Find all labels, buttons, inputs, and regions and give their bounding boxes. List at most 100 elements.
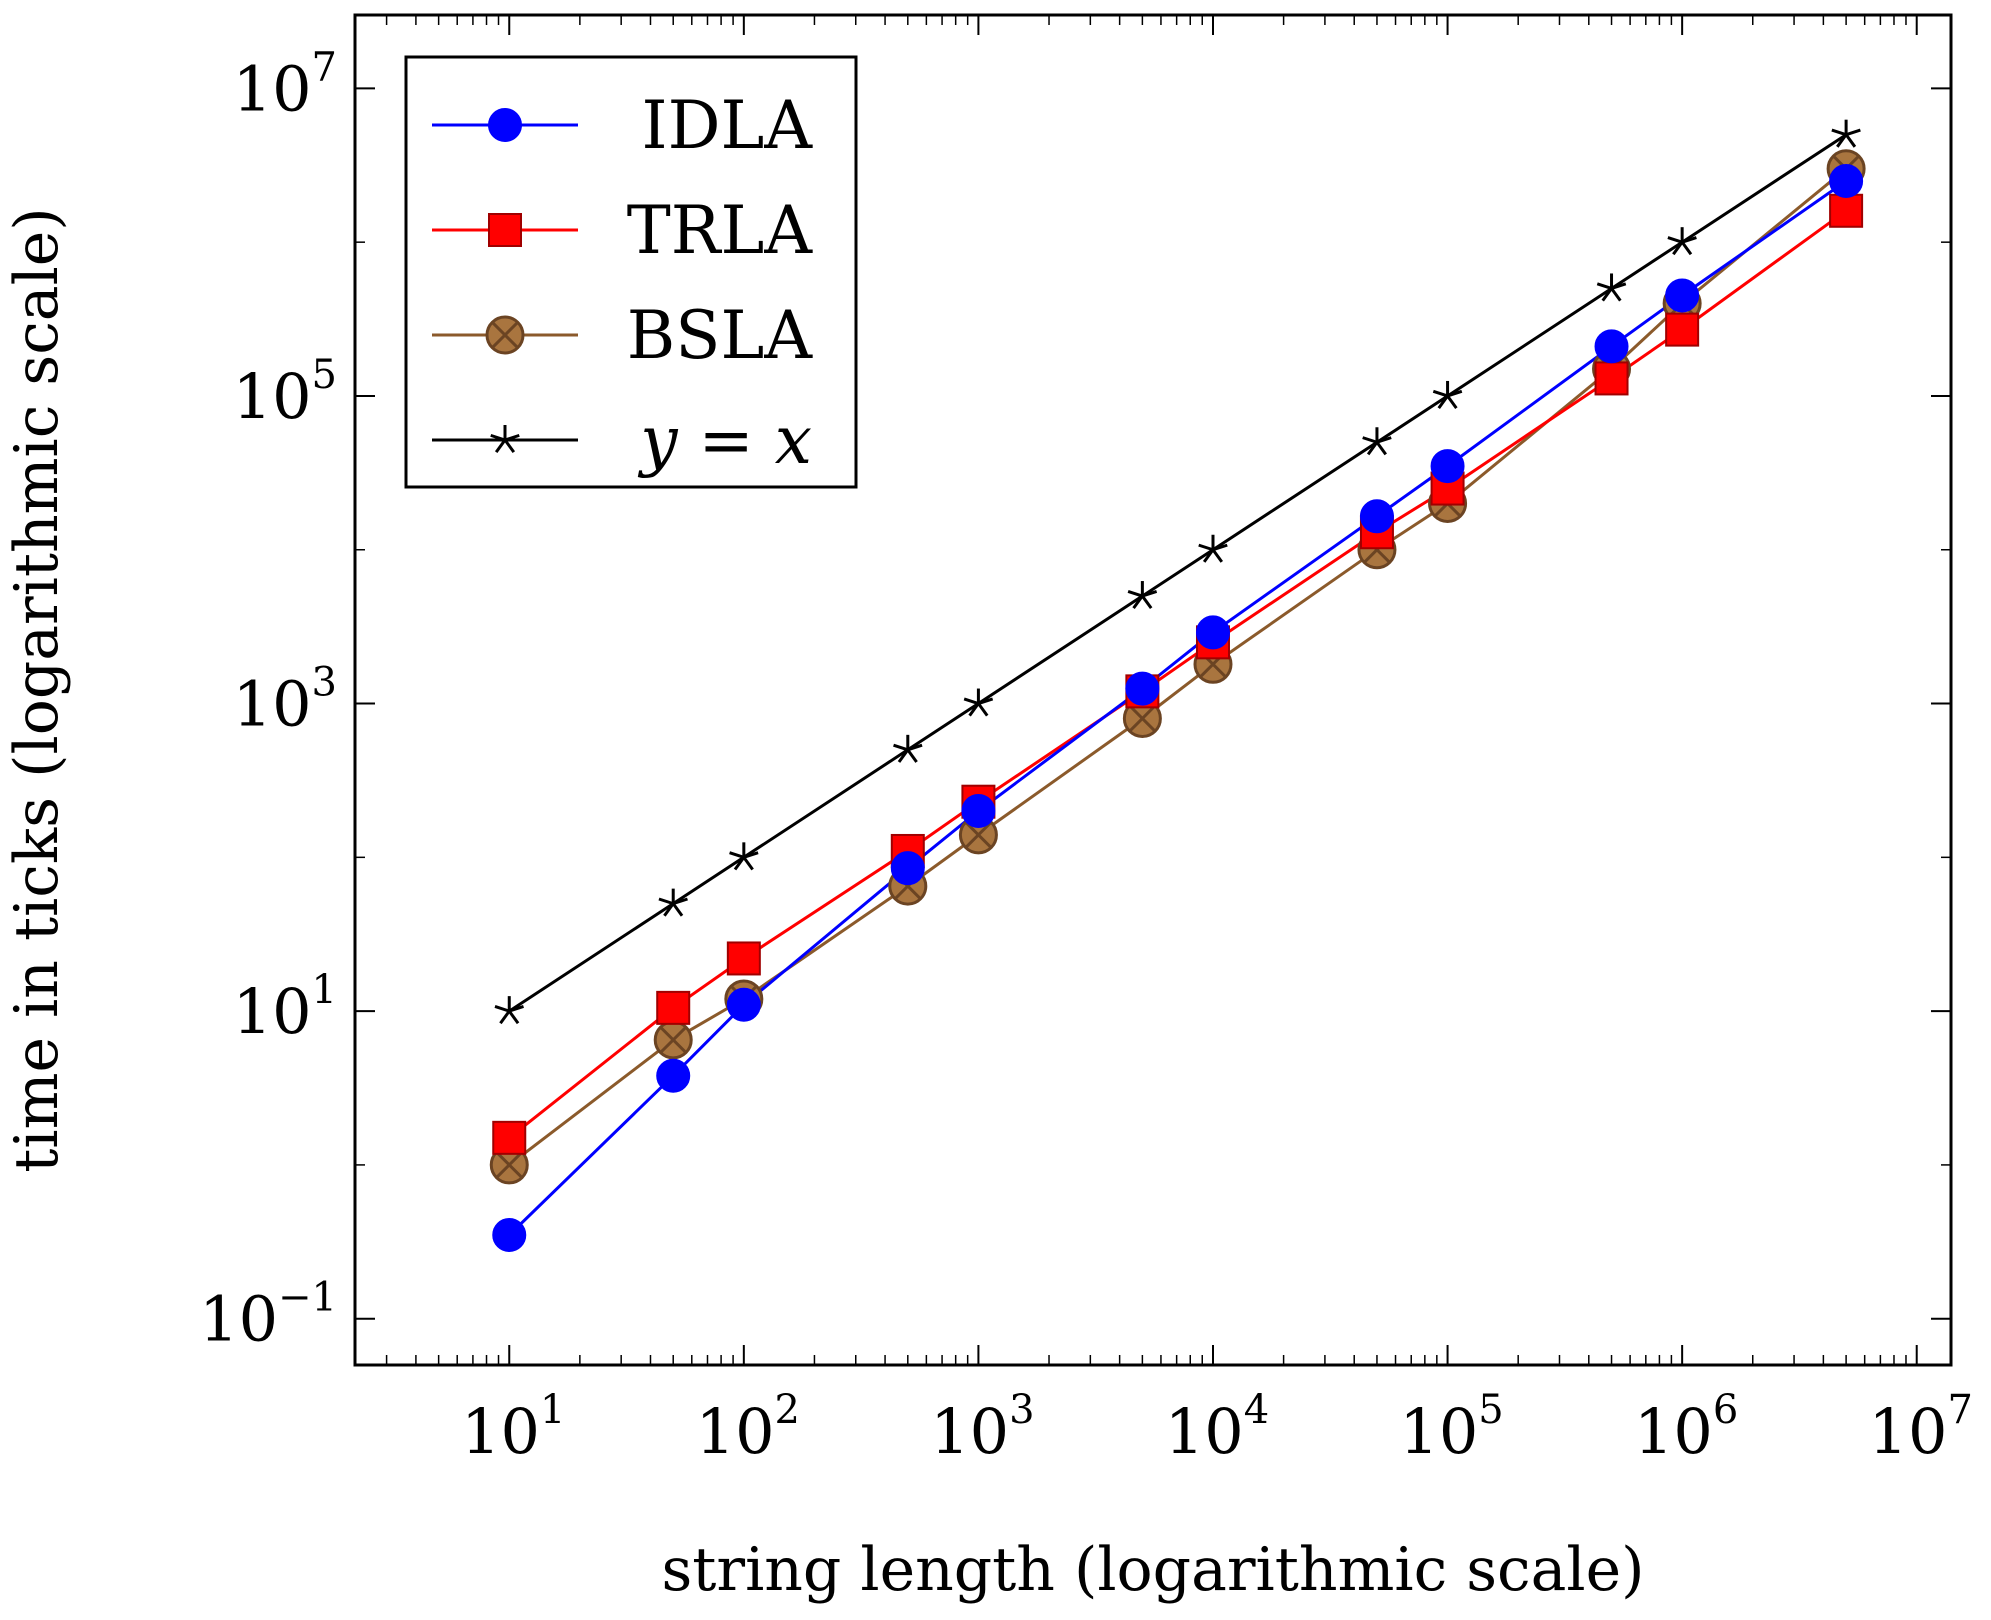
data-point [492, 1120, 527, 1155]
data-point [1665, 278, 1700, 313]
marker-spoke [977, 702, 989, 717]
data-point [893, 734, 923, 763]
data-point [1122, 698, 1162, 738]
legend-label: BSLA [627, 297, 814, 374]
marker-spoke [1596, 282, 1612, 290]
data-point [1594, 329, 1629, 364]
marker-spoke [490, 433, 506, 442]
data-point [1359, 499, 1394, 534]
data-point [656, 990, 691, 1025]
marker-spoke [494, 439, 507, 454]
marker-spoke [1681, 236, 1697, 244]
x-tick-label: 105 [1399, 1387, 1503, 1468]
legend-label: IDLA [642, 87, 814, 164]
marker-spoke [893, 743, 909, 752]
marker-spoke [1127, 589, 1143, 598]
marker-spoke [1447, 389, 1463, 398]
x-tick-label: 102 [696, 1387, 800, 1468]
legend-marker [490, 425, 520, 454]
y-tick-label-exponent: 5 [312, 352, 337, 398]
marker-spoke [1446, 395, 1458, 409]
y-tick-label-base: 10 [233, 668, 312, 741]
data-point [961, 794, 996, 829]
marker-spoke [1141, 595, 1153, 610]
x-tick-label-base: 10 [696, 1395, 775, 1468]
x-tick-label-exponent: 1 [540, 1387, 565, 1433]
x-tick-label-exponent: 6 [1713, 1387, 1738, 1433]
legend-marker [485, 315, 525, 355]
data-point [1829, 163, 1864, 198]
y-axis-label: time in ticks (logarithmic scale) [2, 207, 72, 1172]
marker-spoke [907, 743, 923, 752]
x-tick-label-base: 10 [1165, 1395, 1244, 1468]
marker-spoke [1132, 595, 1144, 610]
legend-box [404, 55, 858, 489]
data-point [1127, 581, 1158, 610]
data-point [1665, 312, 1700, 347]
y-tick-label: 10−1 [199, 1275, 337, 1356]
series-markers [489, 119, 1866, 1253]
marker-spoke [1437, 395, 1449, 409]
minor-ticks [355, 15, 1951, 1365]
x-tick-label-exponent: 5 [1478, 1387, 1503, 1433]
marker-spoke [1601, 287, 1613, 302]
marker-spoke [1366, 441, 1379, 456]
marker-spoke [672, 902, 684, 917]
marker-spoke [1376, 436, 1392, 444]
marker-spoke [733, 856, 746, 871]
marker-spoke [503, 439, 516, 454]
x-tick-label-exponent: 2 [775, 1387, 800, 1433]
y-tick-label: 107 [233, 44, 337, 125]
marker-spoke [1362, 436, 1378, 444]
marker-spoke [1141, 589, 1158, 598]
plot-frame [353, 13, 1953, 1367]
data-point [729, 842, 759, 871]
data-point [1432, 380, 1463, 409]
x-tick-label-base: 10 [1634, 1395, 1713, 1468]
marker-spoke [672, 897, 688, 906]
data-point [1594, 361, 1629, 396]
marker-spoke [494, 1005, 510, 1013]
marker-spoke [1198, 543, 1214, 552]
legend-label: y = x [637, 402, 812, 479]
data-point [963, 688, 994, 717]
x-tick-label: 107 [1869, 1387, 1973, 1468]
x-axis-label: string length (logarithmic scale) [661, 1535, 1644, 1605]
major-ticks [355, 15, 1951, 1365]
x-tick-label-base: 10 [1869, 1395, 1948, 1468]
marker-spoke [1610, 287, 1622, 302]
y-tick-label: 103 [233, 660, 337, 741]
marker-spoke [658, 897, 674, 906]
y-tick-label: 105 [233, 352, 337, 433]
marker-spoke [663, 902, 675, 917]
y-tick-label-base: 10 [233, 52, 312, 125]
marker-spoke [1202, 548, 1215, 563]
marker-spoke [1680, 241, 1693, 256]
marker-spoke [963, 697, 979, 705]
legend-label: TRLA [627, 192, 814, 269]
data-point [890, 851, 925, 886]
legend: IDLA TRLA BSLA y = x [404, 55, 858, 489]
legend-entries: IDLA TRLA BSLA y = x [432, 87, 813, 479]
marker-spoke [1844, 133, 1857, 148]
x-tick-label-exponent: 3 [1009, 1387, 1034, 1433]
marker-spoke [977, 697, 994, 705]
marker-spoke [1845, 128, 1861, 137]
x-tick-label: 104 [1165, 1387, 1269, 1468]
y-tick-label-base: 10 [233, 360, 312, 433]
x-tick-labels: 101 102 103 104 105 106 107 [461, 1387, 1973, 1468]
x-tick-label: 103 [930, 1387, 1034, 1468]
marker-spoke [504, 433, 520, 442]
data-point [1362, 427, 1392, 456]
x-tick-label: 101 [461, 1387, 565, 1468]
marker-spoke [1611, 282, 1627, 290]
y-tick-label-base: 10 [233, 975, 312, 1048]
data-point [1195, 615, 1230, 650]
marker-spoke [906, 748, 918, 763]
x-tick-label-exponent: 7 [1947, 1387, 1972, 1433]
data-point [1430, 449, 1465, 484]
marker-spoke [499, 1010, 511, 1025]
legend-marker [488, 108, 522, 142]
marker-spoke [1432, 389, 1449, 398]
